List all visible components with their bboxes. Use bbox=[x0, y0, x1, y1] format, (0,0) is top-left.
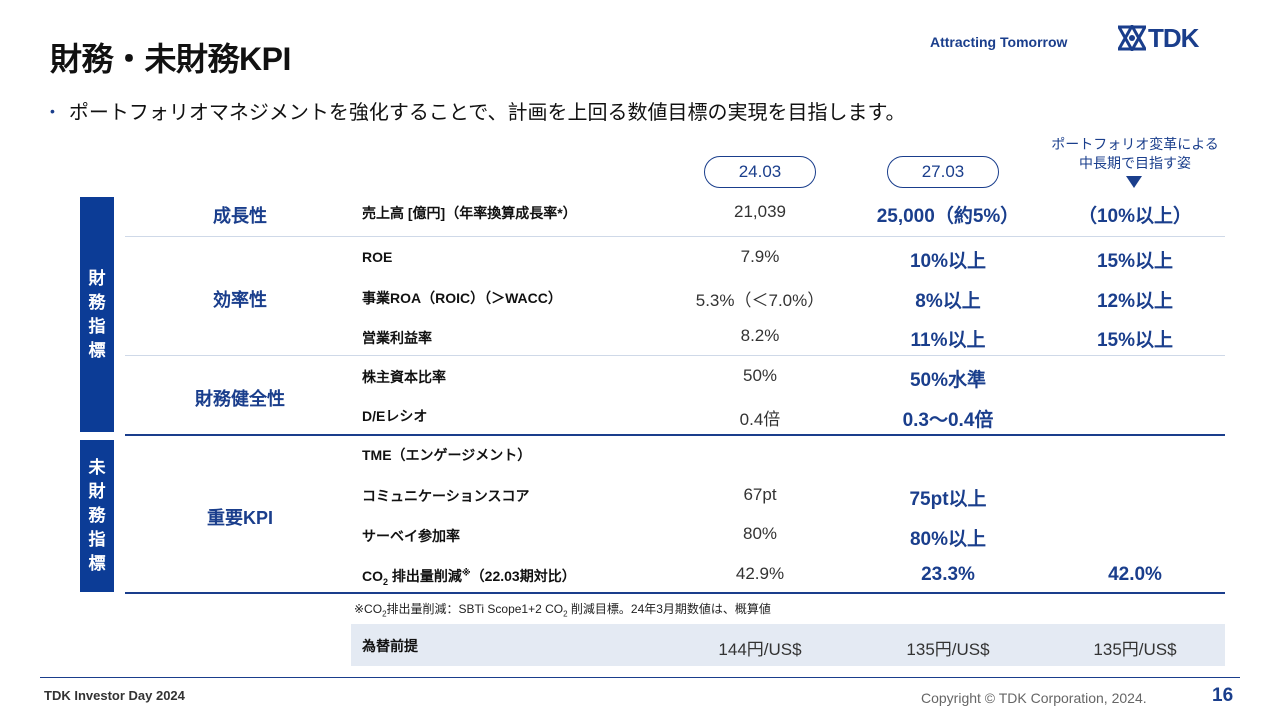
fx-value-vision: 135円/US$ bbox=[1093, 640, 1177, 659]
row-label-tme: TME（エンゲージメント） bbox=[362, 447, 532, 463]
row-label-sales: 売上高 [億円]（年率換算成長率*） bbox=[362, 205, 577, 221]
divider bbox=[125, 355, 1225, 356]
fx-assumption-row bbox=[351, 624, 1225, 666]
sidebar-char: 指 bbox=[88, 530, 106, 549]
value-de-fy2703: 0.3～0.4倍 bbox=[902, 410, 994, 431]
category-soundness: 財務健全性 bbox=[195, 389, 285, 409]
sidebar-financial: 財 務 指 標 bbox=[80, 197, 114, 432]
category-efficiency: 効率性 bbox=[213, 290, 267, 310]
sidebar-char: 務 bbox=[88, 292, 106, 312]
category-key-kpi: 重要KPI bbox=[206, 508, 273, 528]
note-pre: ※CO bbox=[354, 602, 383, 616]
footer-copyright: Copyright © TDK Corporation, 2024. bbox=[921, 690, 1147, 706]
sidebar-char: 標 bbox=[88, 340, 106, 360]
footnote: ※CO2排出量削減：SBTi Scope1+2 CO2 削減目標。24年3月期数… bbox=[354, 600, 771, 618]
sidebar-char: 未 bbox=[88, 458, 106, 477]
summary-bullet: • ポートフォリオマネジメントを強化することで、計画を上回る数値目標の実現を目指… bbox=[50, 96, 906, 125]
value-roa-fy2403: 5.3%（＜7.0%） bbox=[695, 291, 825, 310]
footer-event: TDK Investor Day 2024 bbox=[44, 688, 185, 703]
value-opm-fy2703: 11%以上 bbox=[910, 330, 986, 351]
fx-label: 為替前提 bbox=[362, 638, 418, 654]
value-opm-vision: 15%以上 bbox=[1096, 330, 1174, 351]
bullet-dot-icon: • bbox=[50, 102, 55, 119]
row-label-equity: 株主資本比率 bbox=[362, 369, 446, 385]
divider-table-end bbox=[125, 592, 1225, 594]
row-label-opm: 営業利益率 bbox=[362, 330, 432, 346]
note-post: 削減目標。24年3月期数値は、概算値 bbox=[567, 602, 771, 616]
column-header-vision: ポートフォリオ変革による 中長期で目指す姿 bbox=[1030, 135, 1240, 173]
value-roa-vision: 12%以上 bbox=[1096, 291, 1174, 312]
fx-value-fy2703: 135円/US$ bbox=[906, 640, 990, 659]
category-growth: 成長性 bbox=[213, 206, 267, 226]
co2-label-sub: 2 bbox=[383, 576, 389, 587]
column-header-fy2403: 24.03 bbox=[704, 156, 816, 188]
value-comm-fy2403: 67pt bbox=[743, 485, 777, 504]
value-equity-fy2403: 50% bbox=[742, 366, 778, 385]
value-sales-fy2403: 21,039 bbox=[734, 202, 786, 221]
sidebar-nonfinancial: 未 財 務 指 標 bbox=[80, 440, 114, 592]
value-roa-fy2703: 8%以上 bbox=[915, 291, 981, 312]
tdk-emblem-icon bbox=[1118, 25, 1146, 51]
co2-label-sup: ※ bbox=[461, 567, 471, 578]
footer-rule bbox=[40, 677, 1240, 678]
tdk-logo: TDK bbox=[1118, 22, 1199, 53]
divider-section bbox=[125, 434, 1225, 436]
sidebar-char: 財 bbox=[88, 268, 106, 288]
value-survey-fy2403: 80% bbox=[742, 524, 778, 543]
sidebar-char: 指 bbox=[88, 316, 106, 336]
value-sales-vision: （10%以上） bbox=[1077, 206, 1193, 227]
vision-line-1: ポートフォリオ変革による bbox=[1051, 136, 1219, 152]
value-roe-fy2403: 7.9% bbox=[740, 247, 780, 266]
page-title: 財務・未財務KPI bbox=[50, 41, 291, 77]
value-roe-vision: 15%以上 bbox=[1096, 251, 1174, 272]
tagline: Attracting Tomorrow bbox=[930, 34, 1068, 50]
logo-text: TDK bbox=[1148, 22, 1199, 53]
row-label-roe: ROE bbox=[362, 249, 393, 265]
row-label-de: D/Eレシオ bbox=[362, 408, 428, 424]
divider bbox=[125, 236, 1225, 237]
value-co2-fy2403: 42.9% bbox=[735, 564, 785, 583]
row-label-roa: 事業ROA（ROIC）（＞WACC） bbox=[362, 290, 562, 306]
value-sales-fy2703: 25,000（約5%） bbox=[876, 206, 1020, 227]
value-de-fy2403: 0.4倍 bbox=[739, 410, 781, 429]
sidebar-char: 務 bbox=[88, 506, 106, 525]
value-survey-fy2703: 80%以上 bbox=[909, 529, 987, 550]
value-co2-vision: 42.0% bbox=[1108, 564, 1162, 585]
note-sub: 2 bbox=[382, 609, 387, 619]
fx-value-fy2403: 144円/US$ bbox=[718, 640, 802, 659]
row-label-co2: CO2 排出量削減※（22.03期対比） bbox=[362, 566, 576, 587]
value-comm-fy2703: 75pt以上 bbox=[909, 489, 987, 510]
value-roe-fy2703: 10%以上 bbox=[909, 251, 987, 272]
sidebar-char: 標 bbox=[88, 554, 106, 573]
down-triangle-icon bbox=[1126, 176, 1142, 188]
column-header-fy2703: 27.03 bbox=[887, 156, 999, 188]
co2-label-pre: CO bbox=[362, 568, 383, 584]
note-sub: 2 bbox=[563, 609, 568, 619]
co2-label-mid: 排出量削減 bbox=[388, 568, 462, 584]
vision-line-2: 中長期で目指す姿 bbox=[1079, 155, 1191, 171]
value-opm-fy2403: 8.2% bbox=[740, 326, 780, 345]
co2-label-post: （22.03期対比） bbox=[470, 568, 576, 584]
note-mid: 排出量削減：SBTi Scope1+2 CO bbox=[386, 602, 564, 616]
sidebar-char: 財 bbox=[88, 482, 106, 501]
row-label-comm: コミュニケーションスコア bbox=[362, 488, 530, 504]
row-label-survey: サーベイ参加率 bbox=[362, 528, 460, 544]
bullet-text: ポートフォリオマネジメントを強化することで、計画を上回る数値目標の実現を目指しま… bbox=[68, 102, 906, 124]
value-equity-fy2703: 50%水準 bbox=[909, 370, 987, 391]
page-number: 16 bbox=[1212, 685, 1234, 706]
value-co2-fy2703: 23.3% bbox=[921, 564, 975, 585]
